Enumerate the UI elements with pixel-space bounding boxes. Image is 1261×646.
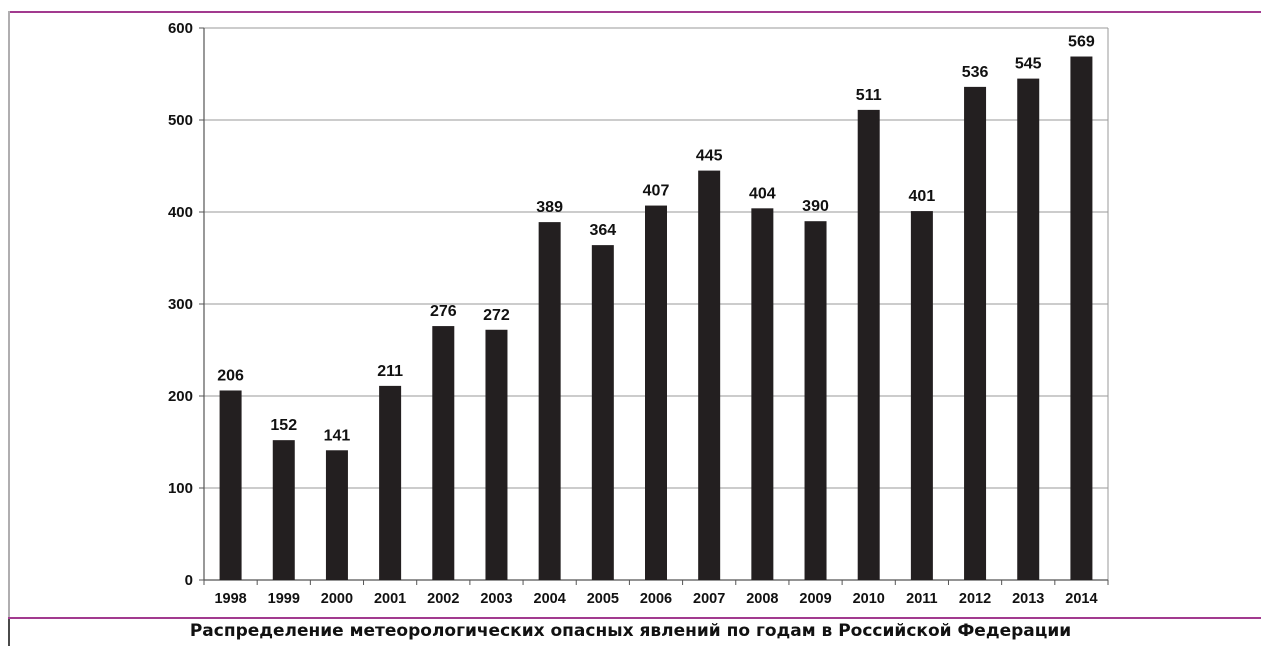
data-label-2011: 401: [909, 188, 936, 205]
data-label-2006: 407: [643, 183, 670, 200]
data-label-2012: 536: [962, 64, 989, 81]
x-axis-ticks: 1998 1999 2000 2001 2002 2003 2004 2005 2006 2007…: [214, 591, 1097, 607]
x-tick-label-2014: 2014: [1065, 591, 1097, 607]
data-labels: 206 152 141 211 276 272 389 364 407 445 404 390 511 4…: [217, 34, 1095, 445]
data-label-1998: 206: [217, 367, 244, 384]
bar-2004: [538, 222, 561, 580]
bar-2006: [645, 205, 667, 580]
bars: [219, 56, 1093, 580]
bar-2000: [325, 450, 348, 580]
x-tick-label-2011: 2011: [906, 591, 937, 607]
data-label-2008: 404: [749, 185, 776, 202]
x-tick-label-2007: 2007: [693, 591, 725, 607]
bar-2013: [1017, 78, 1040, 580]
x-tick-label-2005: 2005: [587, 591, 619, 607]
x-tick-label-2008: 2008: [746, 591, 778, 607]
grid-lines: [204, 27, 1108, 489]
data-label-2003: 272: [483, 307, 510, 324]
bar-1998: [219, 390, 242, 580]
bar-2009: [804, 221, 827, 580]
x-tick-label-2009: 2009: [799, 591, 831, 607]
data-label-2000: 141: [324, 427, 351, 444]
x-tick-label-2006: 2006: [640, 591, 672, 607]
caption-left-rule: [8, 619, 10, 646]
x-tick-label-2004: 2004: [534, 591, 566, 607]
bar-2003: [485, 329, 508, 580]
y-tick-label: 200: [168, 388, 193, 405]
bar-2010: [857, 109, 880, 580]
bar-2011: [910, 211, 933, 580]
bar-2014: [1070, 56, 1093, 580]
x-tick-label-2003: 2003: [480, 591, 512, 607]
bar-2012: [964, 86, 987, 580]
data-label-2014: 569: [1068, 34, 1095, 51]
bar-2008: [751, 208, 774, 580]
left-rule: [8, 11, 10, 619]
x-tick-label-2000: 2000: [321, 591, 353, 607]
x-tick-label-2001: 2001: [374, 591, 406, 607]
x-tick-label-1998: 1998: [214, 591, 246, 607]
data-label-2010: 511: [856, 87, 882, 104]
y-tick-label: 0: [185, 572, 193, 589]
figure-caption: Распределение метеорологических опасных …: [189, 621, 1072, 641]
bar-2007: [698, 170, 721, 580]
x-tick-label-2012: 2012: [959, 591, 991, 607]
data-label-2001: 211: [377, 363, 403, 380]
data-label-2004: 389: [536, 199, 563, 216]
bar-2002: [432, 326, 455, 580]
y-tick-label: 100: [168, 480, 193, 497]
data-label-2009: 390: [802, 198, 829, 215]
y-tick-label: 400: [168, 204, 193, 221]
x-tick-label-1999: 1999: [268, 591, 300, 607]
data-label-2002: 276: [430, 303, 457, 320]
y-tick-label: 300: [168, 296, 193, 313]
x-tick-label-2010: 2010: [853, 591, 885, 607]
y-tick-label: 500: [168, 112, 193, 129]
y-tick-label: 600: [168, 20, 193, 37]
top-rule: [8, 11, 1261, 13]
bar-2005: [591, 245, 614, 580]
bar-2001: [379, 385, 402, 580]
x-tick-label-2013: 2013: [1012, 591, 1044, 607]
data-label-1999: 152: [270, 417, 297, 434]
x-tick-label-2002: 2002: [427, 591, 459, 607]
bottom-rule: [8, 617, 1261, 619]
data-label-2007: 445: [696, 148, 723, 165]
bar-chart: 0 100 200 300 400 500 600 206 152 141 211 276 272 38…: [168, 20, 1109, 607]
bar-1999: [272, 440, 295, 580]
y-axis-ticks: 0 100 200 300 400 500 600: [168, 20, 193, 589]
data-label-2013: 545: [1015, 56, 1042, 73]
data-label-2005: 364: [589, 222, 616, 239]
